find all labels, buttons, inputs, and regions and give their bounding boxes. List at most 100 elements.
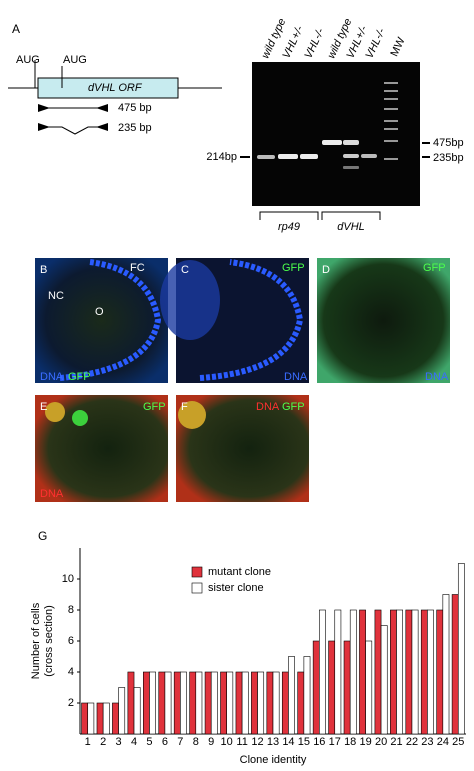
product-label: 475 bp [118,102,152,114]
bar [158,671,166,735]
lane-label: VHL-/- [302,26,326,60]
bar [173,671,181,735]
bar [235,671,243,735]
stain-label: DNA [284,371,308,383]
x-tick-label: 22 [406,736,418,748]
band [343,154,359,158]
orf-box [37,77,179,99]
bar [102,702,110,735]
bar [241,671,249,735]
bar [251,671,258,735]
x-tick-label: 6 [162,736,168,748]
y-tick-label: 2 [68,697,74,709]
stain-label: GFP [143,401,166,413]
group-label: rp49 [278,221,300,233]
x-tick-label: 15 [298,736,310,748]
nurse-cell [45,402,65,422]
bar [149,671,156,735]
micrograph [35,258,168,383]
bar [281,671,289,735]
x-tick-label: 21 [390,736,402,748]
group-bracket [321,211,381,220]
x-tick-label: 8 [193,736,199,748]
bar [127,671,135,735]
band [343,166,359,169]
bar [266,671,274,735]
bar [374,609,382,735]
bar [303,656,311,735]
bar [328,640,336,735]
aug-label: AUG [16,54,40,66]
panel-label: A [12,22,20,36]
bar [319,609,326,735]
bar [272,671,280,735]
panel-label: D [322,264,330,276]
cell-layer [59,259,162,381]
stain-label: DNA [40,371,64,383]
band [278,154,298,159]
bar [411,609,419,735]
legend-label: mutant clone [208,566,271,578]
bar [442,594,450,735]
annotation: NC [48,290,64,302]
bar [96,702,104,735]
x-tick-label: 3 [116,736,122,748]
bar [334,609,342,735]
bar [87,702,95,735]
product-label: 235 bp [118,122,152,134]
marker-label: 475bp [433,137,464,149]
bar [349,609,357,735]
legend-label: sister clone [208,582,264,594]
y-axis-label: (cross section) [43,605,55,677]
bar [164,671,172,735]
stain-label: DNA [256,401,280,413]
band [343,140,359,145]
x-tick-label: 16 [313,736,325,748]
y-tick-label: 4 [68,666,74,678]
legend-swatch [191,566,203,578]
bar [257,671,265,735]
bar [405,609,413,735]
panel-label: E [40,401,47,413]
x-tick-label: 10 [221,736,233,748]
orf-label: dVHL ORF [88,82,143,94]
bar [288,656,295,735]
bar [220,671,227,735]
x-tick-label: 14 [282,736,294,748]
panel-label: C [181,264,189,276]
lane-label: MW [388,35,407,58]
cell-layer [199,259,304,381]
bar [312,640,320,735]
bar [189,671,197,735]
bar [359,609,366,735]
x-tick-label: 19 [360,736,372,748]
bar [143,671,150,735]
x-tick-label: 5 [146,736,152,748]
bar [210,671,218,735]
bar [380,625,388,735]
annotation: FC [130,262,145,274]
bar [451,594,459,735]
x-tick-label: 13 [267,736,279,748]
x-tick-label: 7 [177,736,183,748]
bar [195,671,203,735]
x-tick-label: 20 [375,736,387,748]
x-axis-label: Clone identity [240,754,307,766]
x-tick-label: 24 [437,736,449,748]
bar [180,671,187,735]
band [322,140,342,145]
panel-label: B [40,264,47,276]
band [361,154,377,158]
nurse-cells [160,260,220,340]
stain-label: GFP [282,262,305,274]
x-tick-label: 23 [421,736,433,748]
ladder [384,82,398,160]
nurse-cell [178,401,206,429]
x-tick-label: 4 [131,736,137,748]
stain-label: DNA [40,488,64,500]
x-tick-label: 11 [236,736,247,748]
legend-swatch [191,582,203,594]
